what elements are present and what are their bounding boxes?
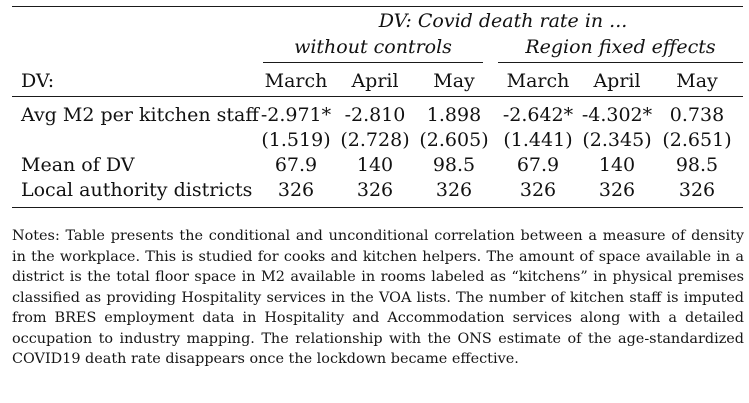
group-label-without-controls: without controls — [294, 36, 452, 58]
table-cell: 326 — [598, 179, 636, 201]
table-cell: 67.9 — [274, 154, 318, 176]
dv-title: DV: Covid death rate in ... — [378, 10, 628, 32]
table-cell: -2.642* — [502, 104, 574, 126]
month-header: April — [593, 70, 641, 92]
month-header: March — [506, 70, 570, 92]
table-cell: 98.5 — [675, 154, 719, 176]
standard-error-cell: (2.651) — [662, 129, 732, 151]
row-label: Local authority districts — [21, 179, 253, 201]
month-header: April — [351, 70, 399, 92]
group-label-region-fixed-effects: Region fixed effects — [525, 36, 716, 58]
bottom-rule — [12, 207, 743, 208]
table-cell: 326 — [277, 179, 315, 201]
standard-error-cell: (2.728) — [340, 129, 410, 151]
top-rule — [12, 6, 743, 7]
table-cell: 326 — [435, 179, 473, 201]
table-notes: Notes: Table presents the conditional an… — [12, 228, 744, 367]
row-label: Mean of DV — [21, 154, 135, 176]
standard-error-cell: (2.605) — [419, 129, 489, 151]
table-cell: -4.302* — [581, 104, 653, 126]
table-cell: 326 — [678, 179, 716, 201]
table-cell: 67.9 — [516, 154, 560, 176]
group-underline-region-fixed-effects — [498, 62, 743, 63]
table-cell: 1.898 — [426, 104, 482, 126]
table-cell: 140 — [598, 154, 636, 176]
month-header: May — [676, 70, 718, 92]
row-header-dv: DV: — [21, 70, 55, 92]
month-header: May — [433, 70, 475, 92]
standard-error-cell: (1.519) — [261, 129, 331, 151]
table-cell: -2.971* — [260, 104, 332, 126]
header-rule — [12, 96, 743, 97]
row-label: Avg M2 per kitchen staff — [21, 104, 259, 126]
table-cell: -2.810 — [344, 104, 406, 126]
table-cell: 140 — [356, 154, 394, 176]
standard-error-cell: (1.441) — [503, 129, 573, 151]
table-cell: 326 — [519, 179, 557, 201]
table-cell: 326 — [356, 179, 394, 201]
group-underline-without-controls — [263, 62, 483, 63]
month-header: March — [264, 70, 328, 92]
standard-error-cell: (2.345) — [582, 129, 652, 151]
table-cell: 98.5 — [432, 154, 476, 176]
table-cell: 0.738 — [669, 104, 725, 126]
